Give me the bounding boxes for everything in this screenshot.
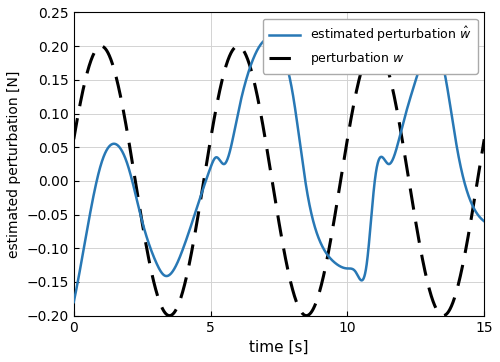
Legend: estimated perturbation $\hat{w}$, perturbation $w$: estimated perturbation $\hat{w}$, pertur… [263,19,478,73]
perturbation $w$ [152,287,158,291]
Line: perturbation $w$: perturbation $w$ [74,46,484,316]
Y-axis label: estimated perturbation [N]: estimated perturbation [N] [7,70,21,258]
estimated perturbation $\hat{w}$ [234,115,240,120]
estimated perturbation $\hat{w}$ [268,37,274,41]
perturbation $w$ [70,137,76,142]
perturbation $w$ [268,173,274,177]
perturbation $w$ [234,44,240,49]
perturbation $w$ [98,44,104,48]
estimated perturbation $\hat{w}$ [266,36,272,41]
X-axis label: time [s]: time [s] [249,340,308,355]
estimated perturbation $\hat{w}$ [463,185,469,189]
perturbation $w$ [481,137,487,142]
perturbation $w$ [166,313,172,318]
Line: estimated perturbation $\hat{w}$: estimated perturbation $\hat{w}$ [74,38,484,302]
estimated perturbation $\hat{w}$ [207,167,213,172]
perturbation $w$ [207,139,213,144]
estimated perturbation $\hat{w}$ [481,219,487,223]
estimated perturbation $\hat{w}$ [320,245,326,250]
perturbation $w$ [320,276,326,280]
estimated perturbation $\hat{w}$ [152,259,158,263]
perturbation $w$ [463,247,469,251]
estimated perturbation $\hat{w}$ [70,300,76,304]
